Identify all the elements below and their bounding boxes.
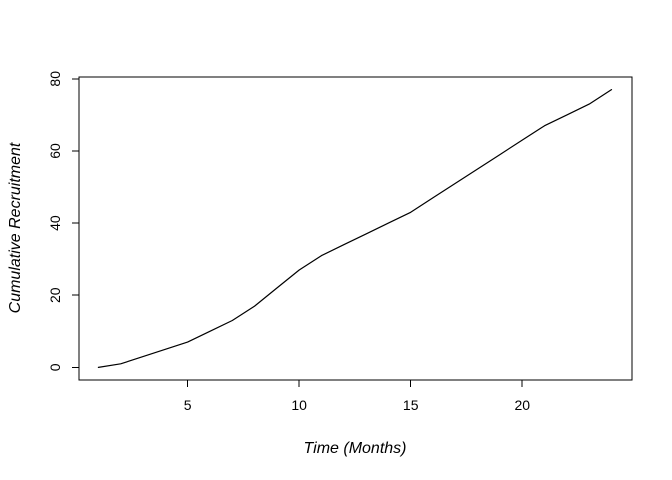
x-axis-title: Time (Months)	[304, 440, 407, 457]
axis-tick-labels: 5 10 15 20 0 20 40 60 80	[47, 71, 530, 413]
y-tick-label: 60	[47, 143, 63, 159]
x-tick-label: 10	[291, 397, 307, 413]
axis-ticks	[72, 78, 523, 387]
x-tick-label: 20	[514, 397, 530, 413]
data-series	[97, 88, 613, 368]
x-tick-label: 15	[403, 397, 419, 413]
x-tick-label: 5	[184, 397, 192, 413]
cumulative-recruitment-line	[97, 88, 613, 368]
y-tick-label: 0	[47, 363, 63, 371]
y-tick-label: 20	[47, 287, 63, 303]
y-tick-label: 80	[47, 71, 63, 87]
y-axis-title: Cumulative Recruitment	[7, 142, 24, 313]
y-tick-label: 40	[47, 215, 63, 231]
plot-box	[78, 76, 633, 381]
